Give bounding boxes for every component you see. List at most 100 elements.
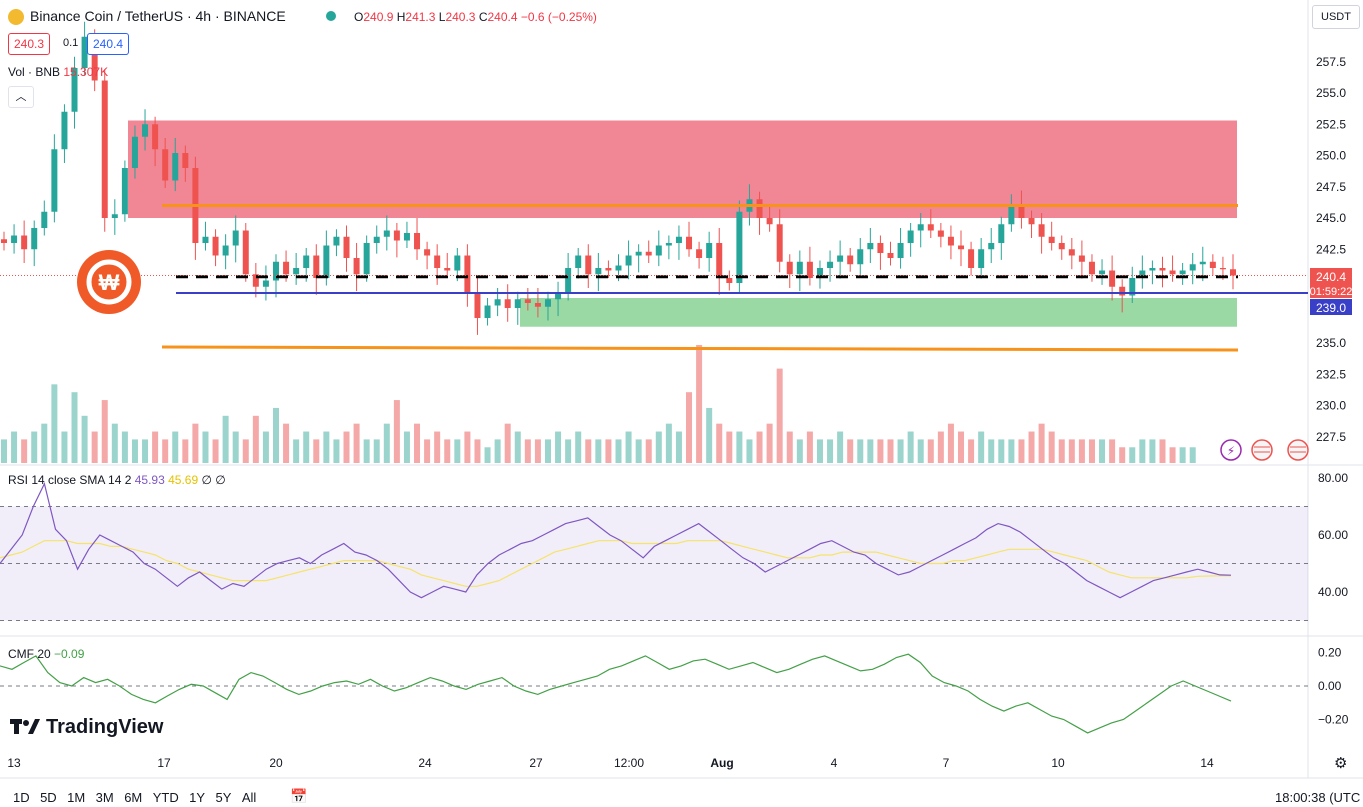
- range-1d[interactable]: 1D: [13, 790, 30, 805]
- candle-body: [806, 261, 813, 278]
- candle-body: [625, 255, 632, 266]
- range-ytd[interactable]: YTD: [152, 790, 179, 805]
- volume-bar: [917, 439, 924, 463]
- collapse-legend-button[interactable]: ︿: [8, 86, 34, 108]
- range-5d[interactable]: 5D: [40, 790, 57, 805]
- price-axis-ticks: 257.5 255.0 252.5 250.0 247.5 245.0 242.5 235.0…: [1316, 55, 1346, 444]
- volume-bar: [806, 431, 813, 463]
- candle-body: [595, 268, 602, 275]
- volume-bar: [71, 392, 78, 463]
- tradingview-logo[interactable]: TradingView: [10, 716, 163, 739]
- candle-body: [877, 243, 884, 253]
- settings-gear-icon[interactable]: ⚙: [1334, 755, 1348, 772]
- price-tick-label: 255.0: [1316, 86, 1346, 100]
- ohlc-readout: O240.9 H241.3 L240.3 C240.4 −0.6 (−0.25%…: [354, 10, 597, 24]
- volume-bar: [272, 407, 279, 463]
- volume-bar: [867, 439, 874, 463]
- volume-bar: [81, 415, 88, 463]
- candles-layer: [1, 21, 1236, 335]
- high-label: H: [396, 10, 406, 24]
- price-tick-label: 245.0: [1316, 211, 1346, 225]
- range-1y[interactable]: 1Y: [189, 790, 206, 805]
- range-all[interactable]: All: [241, 790, 257, 805]
- candle-body: [1119, 286, 1126, 296]
- event-icons[interactable]: ⚡: [1220, 439, 1309, 461]
- sell-price-button[interactable]: 240.3: [8, 33, 51, 55]
- candle-body: [454, 255, 461, 271]
- spread-value: 0.1: [63, 37, 79, 49]
- cmf-legend-name: CMF 20: [8, 647, 51, 661]
- candle-body: [444, 268, 451, 271]
- volume-bar: [756, 431, 763, 463]
- volume-bar: [424, 439, 431, 463]
- change-value: −0.6 (−0.25%): [520, 10, 597, 24]
- volume-bar: [31, 431, 38, 463]
- us-flag-icon[interactable]: [1251, 439, 1273, 461]
- date-range-calendar-icon[interactable]: 📅: [290, 788, 308, 804]
- volume-bar: [675, 431, 682, 463]
- volume-bar: [927, 439, 934, 463]
- utc-clock[interactable]: 18:00:38 (UTC: [1275, 790, 1361, 805]
- time-tick-label: 10: [1051, 756, 1065, 770]
- candle-body: [736, 211, 743, 283]
- currency-button[interactable]: USDT: [1312, 5, 1360, 29]
- symbol-title[interactable]: Binance Coin / TetherUS · 4h · BINANCE: [30, 8, 286, 24]
- candle-countdown: 01:59:22: [1310, 286, 1353, 298]
- volume-bar: [1048, 431, 1055, 463]
- us-flag-icon-2[interactable]: [1287, 439, 1309, 461]
- volume-bar: [11, 431, 18, 463]
- rsi-tick-label: 60.00: [1318, 528, 1348, 542]
- range-3m[interactable]: 3M: [95, 790, 114, 805]
- candle-body: [242, 230, 249, 275]
- range-1m[interactable]: 1M: [67, 790, 86, 805]
- time-axis-ticks: 13 17 20 24 27 12:00 Aug 4 7 10 14: [7, 756, 1214, 770]
- volume-bar: [1018, 439, 1025, 463]
- range-6m[interactable]: 6M: [124, 790, 143, 805]
- volume-bar: [41, 423, 48, 463]
- candle-body: [534, 303, 541, 307]
- volume-bar: [101, 400, 108, 463]
- candle-body: [373, 236, 380, 243]
- candle-body: [605, 268, 612, 271]
- candle-body: [555, 293, 562, 300]
- volume-bar: [1189, 447, 1196, 463]
- time-tick-label: Aug: [710, 756, 733, 770]
- candle-body: [776, 224, 783, 262]
- lightning-icon[interactable]: [1220, 439, 1242, 461]
- candle-body: [414, 233, 421, 250]
- volume-bar: [1109, 439, 1116, 463]
- volume-bar: [786, 431, 793, 463]
- volume-bar: [363, 439, 370, 463]
- candle-body: [1189, 264, 1196, 271]
- volume-bar: [131, 439, 138, 463]
- buy-price-button[interactable]: 240.4: [87, 33, 130, 55]
- candle-body: [172, 153, 179, 181]
- volume-bar: [726, 431, 733, 463]
- candle-body: [847, 255, 854, 265]
- rsi-pane: 80.00 60.00 40.00: [0, 471, 1348, 621]
- range-5y[interactable]: 5Y: [215, 790, 232, 805]
- rsi-line: [0, 481, 1232, 599]
- volume-bar: [494, 439, 501, 463]
- candle-body: [1088, 261, 1095, 275]
- candle-body: [716, 243, 723, 278]
- candle-body: [1048, 236, 1055, 243]
- volume-bar: [897, 439, 904, 463]
- low-value: 240.3: [445, 10, 476, 24]
- volume-bar: [484, 447, 491, 463]
- volume-bar: [504, 423, 511, 463]
- time-tick-label: 20: [269, 756, 283, 770]
- close-label: C: [478, 10, 488, 24]
- volume-legend-value: 15.307K: [63, 65, 109, 79]
- volume-bar: [1169, 447, 1176, 463]
- watermark-logo: ₩: [77, 250, 141, 314]
- rsi-band-fill: [0, 506, 1308, 621]
- candle-body: [494, 299, 501, 306]
- volume-bar: [1, 439, 7, 463]
- candle-body: [363, 243, 370, 275]
- rsi-sma-value: 45.69: [168, 473, 199, 487]
- time-tick-label: 4: [831, 756, 838, 770]
- tradingview-mark-icon: [10, 719, 40, 734]
- rsi-tick-label: 40.00: [1318, 585, 1348, 599]
